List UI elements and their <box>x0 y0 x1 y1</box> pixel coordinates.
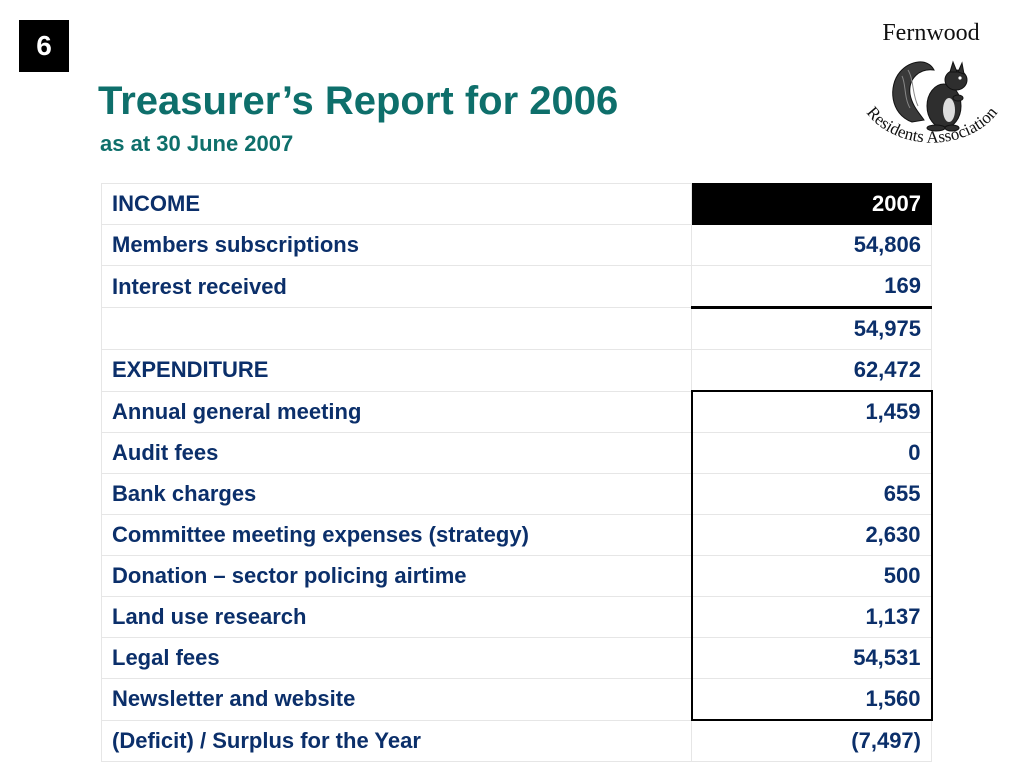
table-row: Annual general meeting 1,459 <box>101 390 933 433</box>
row-value: 2,630 <box>690 514 933 556</box>
row-label: (Deficit) / Surplus for the Year <box>101 719 692 762</box>
squirrel-icon <box>892 60 968 132</box>
row-label: EXPENDITURE <box>101 349 692 392</box>
table-row: Legal fees 54,531 <box>101 637 933 679</box>
page-subtitle: as at 30 June 2007 <box>100 131 294 156</box>
row-value: 62,472 <box>691 349 932 392</box>
logo-top-text: Fernwood <box>882 20 979 46</box>
table-row-income-total: 54,975 <box>101 307 932 350</box>
row-label <box>101 307 692 350</box>
table-row: Audit fees 0 <box>101 432 933 474</box>
row-label: Audit fees <box>101 432 692 474</box>
header-year: 2007 <box>691 183 932 225</box>
table-row: Donation – sector policing airtime 500 <box>101 555 933 597</box>
row-label: Annual general meeting <box>101 390 692 433</box>
row-value: 169 <box>691 265 932 309</box>
table-row: Land use research 1,137 <box>101 596 933 638</box>
row-value: 54,975 <box>691 307 932 350</box>
row-value: 1,560 <box>690 678 933 721</box>
table-row-expenditure-total: EXPENDITURE 62,472 <box>101 349 932 392</box>
row-value: 500 <box>690 555 933 597</box>
row-label: Land use research <box>101 596 692 638</box>
row-label: Committee meeting expenses (strategy) <box>101 514 692 556</box>
row-value: 54,806 <box>691 224 932 266</box>
row-label: Members subscriptions <box>101 224 692 266</box>
table-row: Committee meeting expenses (strategy) 2,… <box>101 514 933 556</box>
row-label: Donation – sector policing airtime <box>101 555 692 597</box>
row-value: 1,137 <box>690 596 933 638</box>
treasurer-report-table: INCOME 2007 Members subscriptions 54,806… <box>101 183 933 762</box>
row-value: 655 <box>690 473 933 515</box>
row-value: (7,497) <box>691 719 932 762</box>
row-value: 1,459 <box>690 390 933 433</box>
table-row: Members subscriptions 54,806 <box>101 224 932 266</box>
row-value: 54,531 <box>690 637 933 679</box>
row-value: 0 <box>690 432 933 474</box>
row-label: Legal fees <box>101 637 692 679</box>
table-row: Newsletter and website 1,560 <box>101 678 933 721</box>
fernwood-logo: Fernwood Residents Association <box>863 20 1001 147</box>
table-row: Interest received 169 <box>101 265 932 309</box>
row-label: Interest received <box>101 265 692 308</box>
page-title: Treasurer’s Report for 2006 <box>98 79 619 123</box>
table-row-surplus: (Deficit) / Surplus for the Year (7,497) <box>101 719 932 762</box>
row-label: Bank charges <box>101 473 692 515</box>
row-label: Newsletter and website <box>101 678 692 721</box>
header-label: INCOME <box>101 183 692 225</box>
table-header-row: INCOME 2007 <box>101 183 932 225</box>
table-row: Bank charges 655 <box>101 473 933 515</box>
slide-number: 6 <box>19 20 69 72</box>
